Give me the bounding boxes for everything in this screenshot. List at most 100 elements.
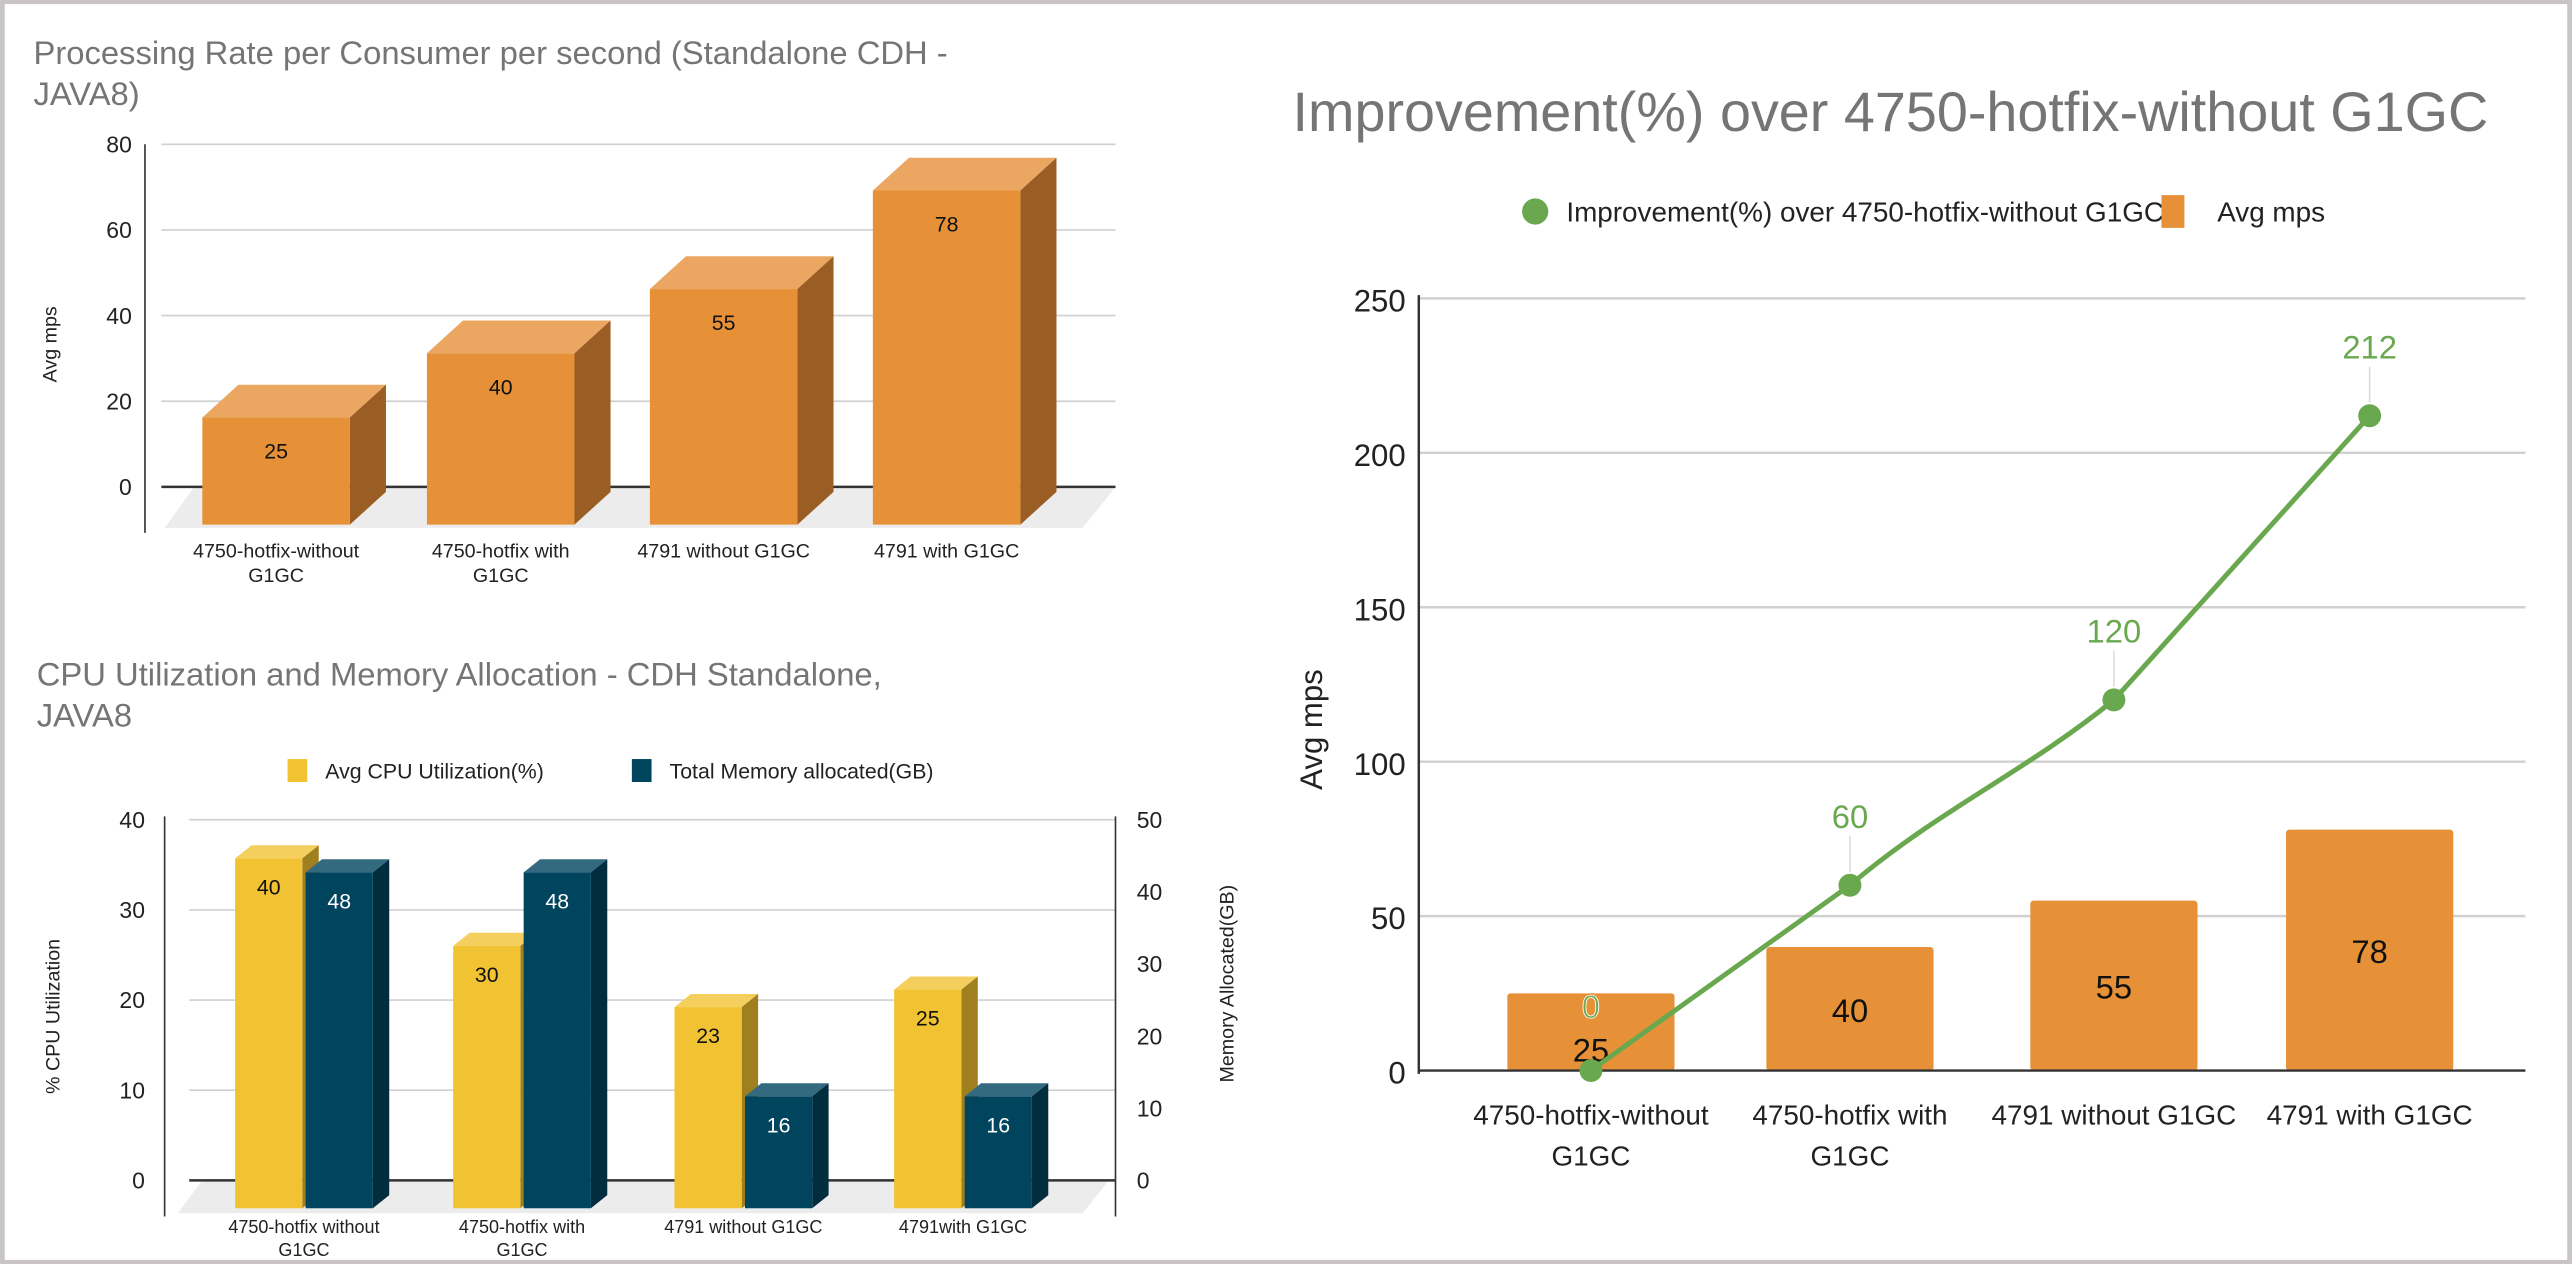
x-tick-label: G1GC [248, 565, 304, 587]
bar [202, 417, 350, 525]
x-tick-label: 4791 without G1GC [664, 1217, 822, 1237]
legend-label: Improvement(%) over 4750-hotfix-without … [1566, 196, 2164, 227]
memory-bar-side [812, 1083, 829, 1209]
chart-title: Improvement(%) over 4750-hotfix-without … [1293, 81, 2489, 143]
x-tick-label: 4750-hotfix-without [193, 540, 360, 562]
bar-side [797, 256, 834, 525]
line-data-label: 212 [2342, 328, 2397, 365]
y-tick-label: 20 [106, 388, 132, 414]
cpu-bar-top [235, 845, 319, 859]
y-tick-label: 60 [106, 217, 132, 243]
y-tick-label: 80 [106, 131, 132, 157]
cpu-bar [674, 1007, 742, 1209]
y-tick-label: 200 [1354, 438, 1406, 473]
data-label: 40 [489, 375, 513, 399]
data-label: 25 [916, 1007, 940, 1031]
processing-rate-chart: Processing Rate per Consumer per second … [33, 34, 1116, 587]
data-label: 40 [257, 875, 281, 899]
line-data-label: 60 [1832, 798, 1868, 835]
legend-label: Total Memory allocated(GB) [670, 760, 934, 784]
legend-label: Avg mps [2217, 196, 2325, 227]
cpu-bar-top [453, 932, 537, 946]
legend-marker [1522, 198, 1549, 225]
chart-title: JAVA8 [37, 696, 132, 733]
bar [872, 190, 1021, 525]
memory-bar-top [305, 859, 390, 873]
data-label: 23 [696, 1024, 720, 1048]
memory-bar [305, 872, 373, 1209]
data-label: 16 [986, 1113, 1010, 1137]
memory-bar-top [523, 859, 608, 873]
legend-swatch [631, 759, 652, 783]
y-tick-label: 10 [119, 1077, 145, 1103]
line-point [2102, 688, 2126, 712]
memory-bar-top [964, 1083, 1049, 1097]
data-label: 25 [264, 440, 288, 464]
cpu-bar [453, 945, 521, 1209]
y2-tick-label: 10 [1137, 1095, 1163, 1121]
x-tick-label: G1GC [496, 1240, 547, 1260]
x-tick-label: 4750-hotfix with [432, 540, 570, 562]
y2-tick-label: 0 [1137, 1168, 1150, 1194]
chart-title: JAVA8) [33, 75, 139, 112]
y-tick-label: 40 [106, 303, 132, 329]
bar-top [649, 256, 834, 290]
x-tick-label: G1GC [1810, 1141, 1889, 1172]
floor [177, 1180, 1109, 1214]
legend-label: Avg CPU Utilization(%) [325, 760, 544, 784]
y-tick-label: 0 [1388, 1056, 1405, 1091]
data-label: 48 [545, 889, 569, 913]
bar-top [202, 384, 386, 418]
bar [426, 353, 575, 525]
bar [1507, 993, 1675, 1071]
y-tick-label: 100 [1354, 747, 1406, 782]
x-tick-label: 4791 with G1GC [874, 540, 1019, 562]
bar-side [349, 384, 386, 525]
legend-swatch [2161, 195, 2185, 228]
x-tick-label: G1GC [278, 1240, 329, 1260]
y2-tick-label: 40 [1137, 879, 1163, 905]
y-tick-label: 250 [1354, 283, 1406, 318]
y2-tick-label: 50 [1137, 807, 1163, 833]
line-data-label: 0 [1582, 988, 1600, 1025]
y-axis-title: % CPU Utilization [43, 939, 65, 1094]
x-tick-label: 4750-hotfix with [1752, 1100, 1947, 1131]
improvement-line [1589, 414, 2372, 1073]
y2-axis-title: Memory Allocated(GB) [1217, 885, 1239, 1083]
x-tick-label: G1GC [473, 565, 529, 587]
line-point [2358, 404, 2382, 428]
cpu-bar [235, 858, 303, 1209]
line-point [1838, 873, 1862, 897]
bar-data-label: 40 [1832, 992, 1868, 1029]
y-axis-title: Avg mps [39, 306, 61, 382]
memory-bar [523, 872, 591, 1209]
cpu-bar [894, 989, 962, 1209]
chart-title: Processing Rate per Consumer per second … [33, 34, 947, 71]
x-tick-label: 4791 without G1GC [1992, 1100, 2237, 1131]
x-tick-label: 4791 without G1GC [637, 540, 810, 562]
memory-bar [744, 1096, 813, 1209]
chart-title: CPU Utilization and Memory Allocation - … [37, 655, 882, 692]
bar-side [1020, 157, 1057, 525]
data-label: 30 [475, 963, 499, 987]
y-tick-label: 30 [119, 897, 145, 923]
bar-data-label: 55 [2096, 969, 2132, 1006]
data-label: 16 [767, 1113, 791, 1137]
cpu-memory-chart: CPU Utilization and Memory Allocation - … [37, 655, 1239, 1260]
data-label: 55 [712, 311, 736, 335]
y-tick-label: 40 [119, 807, 145, 833]
line-point [1579, 1059, 1603, 1083]
line-data-label: 120 [2087, 613, 2142, 650]
cpu-bar-top [674, 993, 759, 1008]
bar [649, 289, 798, 525]
cpu-bar-top [894, 976, 978, 990]
x-tick-label: 4750-hotfix without [228, 1217, 379, 1237]
bar [1766, 947, 1934, 1071]
y2-tick-label: 30 [1137, 951, 1163, 977]
memory-bar-top [744, 1083, 829, 1097]
bar [2286, 829, 2454, 1071]
x-tick-label: 4750-hotfix-without [1473, 1100, 1709, 1131]
y-tick-label: 50 [1371, 901, 1406, 936]
x-tick-label: 4791 with G1GC [2267, 1100, 2473, 1131]
